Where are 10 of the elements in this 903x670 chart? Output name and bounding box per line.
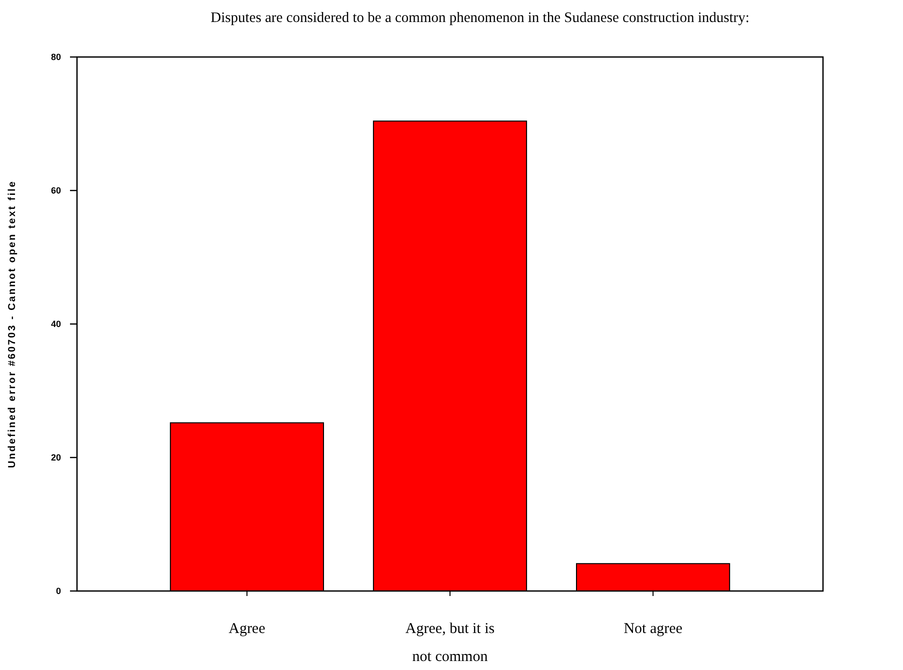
- y-tick-label: 20: [50, 452, 61, 463]
- x-tick-label: Not agree: [624, 621, 683, 637]
- y-tick-label: 40: [50, 319, 61, 330]
- y-tick-label: 0: [56, 586, 61, 596]
- y-tick-label: 60: [50, 186, 61, 196]
- y-axis-title: Undefined error #60703 - Cannot open text file: [7, 180, 18, 468]
- x-tick-label: Agree: [228, 621, 266, 637]
- x-tick-label: Agree, but it is not common: [405, 621, 495, 665]
- chart-title: Disputes are considered to be a common phenomenon in the Sudanese construction industry:: [210, 10, 750, 26]
- y-tick-label: 80: [50, 52, 61, 62]
